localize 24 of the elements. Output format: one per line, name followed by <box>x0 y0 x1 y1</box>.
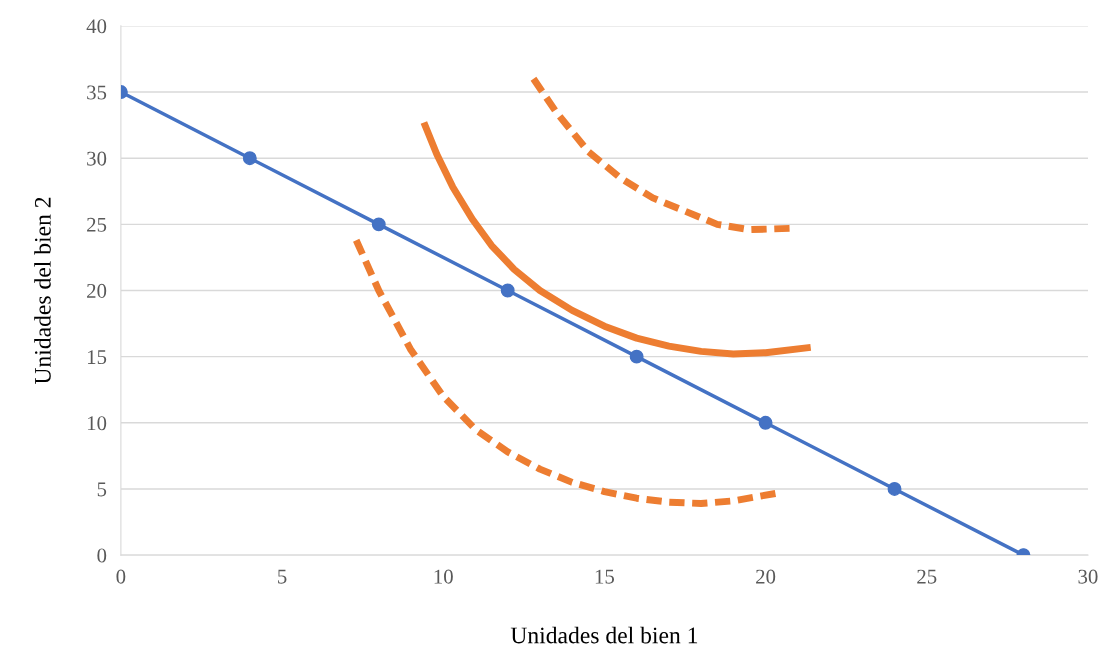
y-tick-label: 30 <box>87 151 107 166</box>
y-tick-label: 0 <box>97 548 107 563</box>
y-tick-label: 5 <box>97 482 107 497</box>
y-tick-label: 40 <box>86 19 107 34</box>
y-tick-label: 20 <box>87 283 107 298</box>
point <box>887 482 902 496</box>
point <box>758 415 773 430</box>
y-tick-label: 35 <box>87 85 107 100</box>
point <box>500 283 515 298</box>
y-axis-title: Unidades del bien 2 <box>34 197 51 385</box>
y-tick-label: 15 <box>87 350 107 365</box>
x-tick-label: 5 <box>278 569 287 584</box>
point <box>242 151 257 166</box>
x-tick-label: 25 <box>917 569 937 584</box>
x-tick-label: 15 <box>595 569 615 584</box>
y-tick-label: 10 <box>87 416 107 431</box>
point <box>371 217 386 232</box>
x-tick-label: 0 <box>116 569 126 584</box>
y-tick-label: 25 <box>87 217 107 232</box>
x-tick-label: 10 <box>434 569 453 584</box>
x-tick-label: 20 <box>756 569 776 584</box>
point <box>629 349 644 364</box>
x-axis-title: Unidades del bien 1 <box>510 626 698 644</box>
x-tick-label: 30 <box>1078 569 1098 584</box>
